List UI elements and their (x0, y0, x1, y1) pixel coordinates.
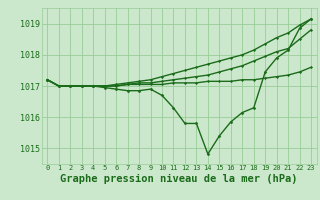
X-axis label: Graphe pression niveau de la mer (hPa): Graphe pression niveau de la mer (hPa) (60, 174, 298, 184)
